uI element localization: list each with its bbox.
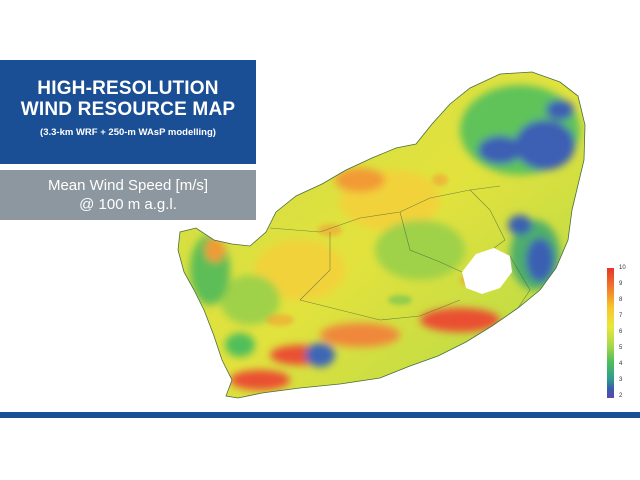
scale-tick-label: 2	[619, 393, 623, 399]
color-scale-bar	[607, 268, 614, 398]
title-line-2: WIND RESOURCE MAP	[20, 99, 236, 120]
legend-title-line-2: @ 100 m a.g.l.	[79, 196, 177, 213]
title-line-1: HIGH-RESOLUTION	[37, 78, 219, 99]
scale-tick-label: 6	[619, 329, 623, 335]
bottom-divider	[0, 412, 640, 418]
legend-title-panel: Mean Wind Speed [m/s] @ 100 m a.g.l.	[0, 170, 256, 220]
scale-tick-label: 5	[619, 345, 623, 351]
legend-title-line-1: Mean Wind Speed [m/s]	[47, 177, 209, 194]
scale-tick-label: 10	[619, 265, 626, 271]
lesotho-region	[462, 248, 512, 294]
title-subtitle: (3.3-km WRF + 250-m WAsP modelling)	[40, 127, 216, 138]
scale-tick-label: 7	[619, 313, 623, 319]
title-panel: HIGH-RESOLUTION WIND RESOURCE MAP (3.3-k…	[0, 60, 256, 164]
scale-tick-label: 9	[619, 281, 623, 287]
province-borders	[269, 185, 531, 321]
country-outline	[177, 71, 586, 399]
scale-tick-label: 4	[619, 361, 623, 367]
scale-tick-label: 8	[619, 297, 623, 303]
scale-tick-label: 3	[619, 377, 623, 383]
